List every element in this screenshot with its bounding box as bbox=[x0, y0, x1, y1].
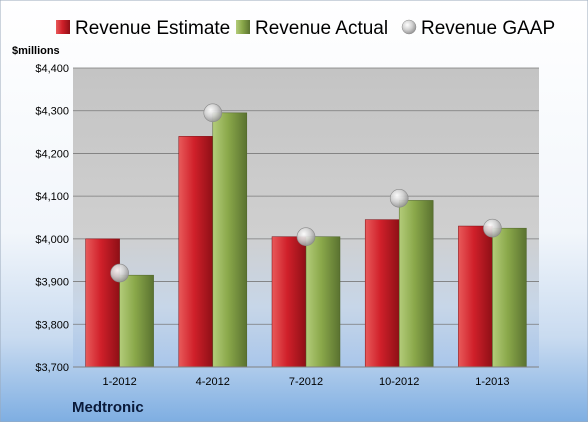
x-tick-label: 1-2013 bbox=[475, 376, 509, 388]
legend-label: Revenue Estimate bbox=[75, 18, 230, 39]
y-tick-label: $3,900 bbox=[35, 277, 69, 289]
bar-revenue-actual bbox=[305, 236, 341, 368]
x-tick-label: 10-2012 bbox=[379, 376, 419, 388]
y-tick-label: $4,200 bbox=[35, 148, 69, 160]
y-tick-label: $4,400 bbox=[35, 63, 69, 75]
y-tick-label: $4,300 bbox=[35, 106, 69, 118]
x-tick-label: 7-2012 bbox=[289, 376, 323, 388]
y-axis-tick-labels: $3,700 $3,800 $3,900 $4,000 $4,100 $4,200 $4,3… bbox=[35, 63, 69, 374]
marker-revenue-gaap bbox=[389, 188, 409, 208]
x-axis-tick-labels: 1-2012 4-2012 7-2012 10-2012 1-2013 bbox=[102, 376, 509, 388]
legend-label: Revenue Actual bbox=[255, 18, 388, 39]
unit-label: $millions bbox=[12, 45, 60, 57]
legend: Revenue Estimate Revenue Actual Revenue GA… bbox=[56, 18, 555, 39]
x-tick-label: 4-2012 bbox=[196, 376, 230, 388]
legend-label: Revenue GAAP bbox=[421, 18, 555, 39]
marker-revenue-gaap bbox=[110, 263, 129, 283]
bar-revenue-estimate bbox=[178, 136, 214, 368]
bar-revenue-actual bbox=[492, 227, 527, 368]
company-label: Medtronic bbox=[72, 399, 144, 416]
y-tick-label: $3,800 bbox=[35, 319, 69, 331]
marker-revenue-gaap bbox=[203, 103, 223, 123]
y-tick-label: $3,700 bbox=[35, 362, 69, 374]
legend-swatch bbox=[56, 20, 70, 34]
bar-revenue-actual bbox=[398, 200, 434, 368]
marker-revenue-gaap bbox=[296, 227, 316, 247]
bar-revenue-actual bbox=[212, 112, 248, 368]
marker-revenue-gaap bbox=[483, 218, 502, 238]
bar-revenue-actual bbox=[119, 274, 154, 368]
bar-revenue-estimate bbox=[458, 225, 493, 368]
y-tick-label: $4,100 bbox=[35, 191, 69, 203]
x-tick-label: 1-2012 bbox=[102, 376, 136, 388]
bar-revenue-estimate bbox=[271, 236, 307, 368]
legend-swatch bbox=[236, 20, 250, 34]
bar-revenue-estimate bbox=[364, 219, 400, 368]
y-tick-label: $4,000 bbox=[35, 234, 69, 246]
bar-revenue-estimate bbox=[85, 238, 120, 368]
bars bbox=[85, 112, 527, 368]
gaap-markers bbox=[110, 103, 502, 283]
legend-swatch bbox=[401, 19, 417, 35]
